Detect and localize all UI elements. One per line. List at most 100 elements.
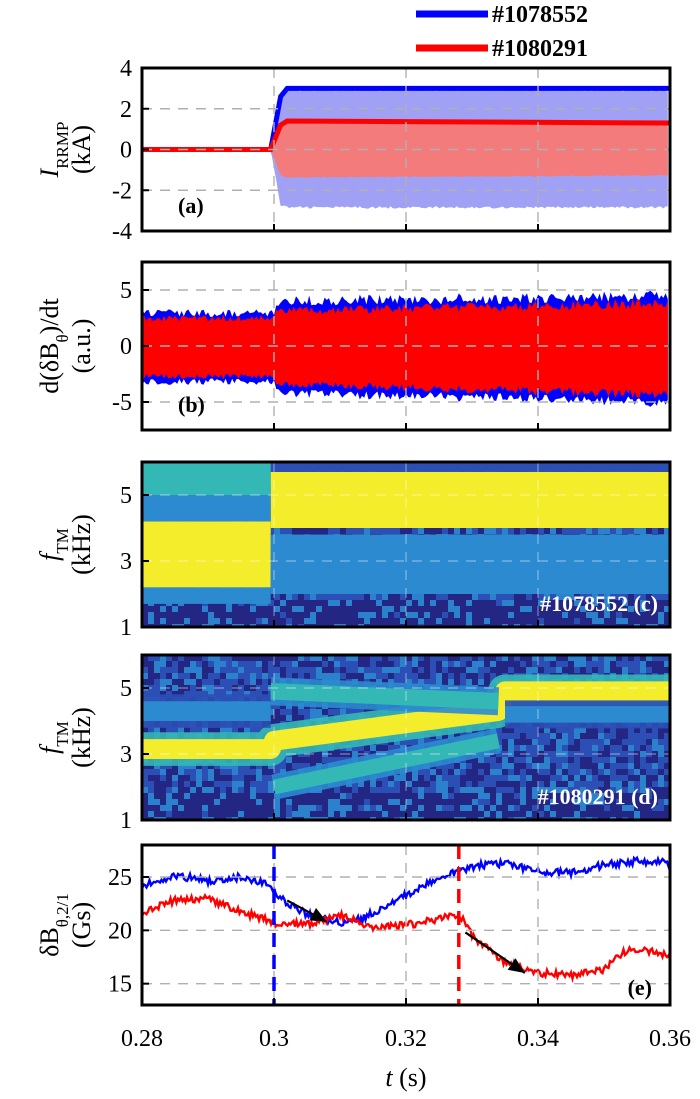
heatmap-cell bbox=[586, 612, 592, 618]
heatmap-cell bbox=[472, 763, 478, 769]
heatmap-cell bbox=[436, 793, 442, 799]
heatmap-cell bbox=[502, 727, 508, 733]
heatmap-cell bbox=[496, 612, 502, 618]
heatmap-cell bbox=[376, 745, 382, 751]
heatmap-cell bbox=[658, 733, 664, 739]
heatmap-cell bbox=[394, 594, 400, 600]
heatmap-cell bbox=[550, 769, 556, 775]
heatmap-cell bbox=[184, 679, 190, 685]
heatmap-cell bbox=[352, 606, 358, 612]
heatmap-cell bbox=[448, 618, 454, 624]
heatmap-cell bbox=[142, 661, 148, 667]
heatmap-cell bbox=[550, 606, 556, 612]
y-tick-label: -4 bbox=[112, 219, 132, 245]
heatmap-cell bbox=[514, 594, 520, 600]
heatmap-cell bbox=[478, 757, 484, 763]
y-axis-unit: (a.u.) bbox=[67, 319, 96, 374]
heatmap-cell bbox=[220, 775, 226, 781]
heatmap-cell bbox=[586, 733, 592, 739]
heatmap-cell bbox=[406, 600, 412, 606]
heatmap-cell bbox=[388, 793, 394, 799]
heatmap-cell bbox=[364, 528, 370, 534]
heatmap-cell bbox=[238, 618, 244, 624]
heatmap-cell bbox=[490, 667, 496, 673]
heatmap-cell bbox=[178, 769, 184, 775]
heatmap-cell bbox=[424, 594, 430, 600]
heatmap-cell bbox=[442, 679, 448, 685]
heatmap-cell bbox=[244, 775, 250, 781]
heatmap-cell bbox=[244, 612, 250, 618]
heatmap-cell bbox=[316, 673, 322, 679]
heatmap-cell bbox=[148, 612, 154, 618]
heatmap-cell bbox=[556, 751, 562, 757]
heatmap-cell bbox=[214, 805, 220, 811]
heatmap-cell bbox=[358, 799, 364, 805]
heatmap-cell bbox=[556, 655, 562, 661]
heatmap-cell bbox=[418, 781, 424, 787]
heatmap-cell bbox=[508, 739, 514, 745]
heatmap-cell bbox=[256, 679, 262, 685]
heatmap-cell bbox=[160, 793, 166, 799]
heatmap-cell bbox=[556, 745, 562, 751]
heatmap-cell bbox=[340, 600, 346, 606]
heatmap-cell bbox=[640, 769, 646, 775]
heatmap-cell bbox=[520, 751, 526, 757]
heatmap-cell bbox=[472, 805, 478, 811]
heatmap-cell bbox=[274, 528, 280, 534]
heatmap-cell bbox=[394, 793, 400, 799]
heatmap-cell bbox=[580, 667, 586, 673]
heatmap-cell bbox=[544, 805, 550, 811]
heatmap-cell bbox=[544, 757, 550, 763]
heatmap-cell bbox=[634, 612, 640, 618]
heatmap-cell bbox=[622, 805, 628, 811]
panel-label: #1078552 (c) bbox=[540, 591, 658, 616]
heatmap-cell bbox=[250, 606, 256, 612]
heatmap-cell bbox=[562, 805, 568, 811]
heatmap-cell bbox=[262, 799, 268, 805]
heatmap-cell bbox=[544, 594, 550, 600]
heatmap-cell bbox=[484, 528, 490, 534]
heatmap-cell bbox=[622, 769, 628, 775]
heatmap-cell bbox=[550, 528, 556, 534]
heatmap-cell bbox=[178, 679, 184, 685]
heatmap-cell bbox=[310, 751, 316, 757]
heatmap-cell bbox=[568, 793, 574, 799]
heatmap-cell bbox=[220, 763, 226, 769]
heatmap-cell bbox=[640, 528, 646, 534]
heatmap-cell bbox=[364, 781, 370, 787]
heatmap-cell bbox=[214, 612, 220, 618]
heatmap-cell bbox=[652, 787, 658, 793]
heatmap-cell bbox=[274, 618, 280, 624]
y-tick-label: -5 bbox=[112, 390, 132, 416]
heatmap-cell bbox=[202, 787, 208, 793]
heatmap-cell bbox=[532, 528, 538, 534]
heatmap-cell bbox=[316, 757, 322, 763]
heatmap-cell bbox=[490, 799, 496, 805]
heatmap-cell bbox=[184, 811, 190, 817]
heatmap-cell bbox=[628, 745, 634, 751]
heatmap-band-2 bbox=[142, 495, 271, 522]
heatmap-cell bbox=[262, 769, 268, 775]
heatmap-cell bbox=[142, 618, 148, 624]
heatmap-cell bbox=[370, 600, 376, 606]
heatmap-cell bbox=[280, 618, 286, 624]
heatmap-cell bbox=[466, 805, 472, 811]
heatmap-cell bbox=[640, 655, 646, 661]
heatmap-cell bbox=[484, 769, 490, 775]
heatmap-cell bbox=[538, 745, 544, 751]
heatmap-cell bbox=[190, 661, 196, 667]
heatmap-cell bbox=[226, 606, 232, 612]
heatmap-cell bbox=[586, 757, 592, 763]
heatmap-cell bbox=[274, 673, 280, 679]
heatmap-cell bbox=[592, 799, 598, 805]
heatmap-cell bbox=[460, 781, 466, 787]
heatmap-cell bbox=[622, 600, 628, 606]
heatmap-cell bbox=[160, 655, 166, 661]
heatmap-cell bbox=[364, 606, 370, 612]
heatmap-band-1 bbox=[270, 471, 670, 528]
heatmap-cell bbox=[502, 811, 508, 817]
heatmap-cell bbox=[190, 606, 196, 612]
heatmap-cell bbox=[646, 805, 652, 811]
heatmap-cell bbox=[484, 673, 490, 679]
heatmap-cell bbox=[142, 805, 148, 811]
